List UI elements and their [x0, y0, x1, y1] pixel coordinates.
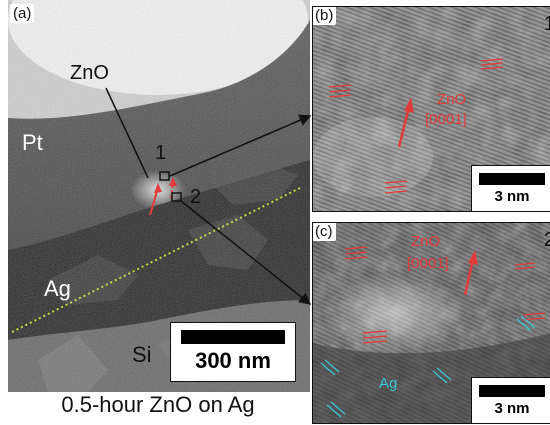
lattice-marks-c-cyan: [320, 315, 536, 418]
pt-label: Pt: [22, 130, 43, 155]
scale-bar-b: 3 nm: [471, 165, 550, 211]
panel-c-label: (c): [313, 223, 336, 241]
scale-bar-a-label: 300 nm: [195, 348, 271, 373]
tem-overview-panel: (a) ZnO Pt Ag Si 1 2 300 nm: [8, 0, 310, 392]
zno-label-c: ZnO: [411, 233, 441, 250]
lattice-marks-b: [328, 58, 504, 194]
interface-line: [11, 187, 301, 333]
zno-direction-c: [0001]: [407, 255, 449, 272]
hrtem-panel-c: (c) 2 ZnO [0001] Ag 3 nm: [312, 222, 550, 424]
panel-b-label: (b): [313, 7, 337, 25]
panel-c-corner-number: 2: [544, 229, 550, 252]
figure-caption: 0.5-hour ZnO on Ag: [61, 392, 255, 417]
zno-label: ZnO: [70, 62, 109, 84]
hrtem-panel-b: (b) 1 ZnO [0001] 3 nm: [312, 6, 550, 212]
panel-a-label: (a): [10, 4, 35, 23]
ag-label-c: Ag: [379, 375, 398, 392]
region-box-2: [171, 192, 182, 202]
zno-direction-arrow-b: [397, 106, 411, 148]
ag-label: Ag: [44, 276, 71, 301]
zno-label-b: ZnO: [437, 91, 467, 108]
scale-bar-c: 3 nm: [471, 377, 550, 423]
zno-direction-arrow-c: [463, 258, 475, 296]
si-label: Si: [132, 342, 152, 367]
lattice-marks-c-red: [344, 246, 546, 344]
scale-bar-c-bar: [479, 385, 545, 397]
point-label-1: 1: [155, 142, 167, 164]
scale-bar-b-bar: [479, 173, 545, 185]
scale-bar-c-label: 3 nm: [494, 400, 530, 417]
zno-direction-b: [0001]: [425, 111, 467, 128]
scale-bar-b-label: 3 nm: [494, 188, 530, 205]
region-box-1: [159, 171, 170, 181]
panel-b-corner-number: 1: [544, 13, 550, 36]
scale-bar-a: 300 nm: [170, 322, 296, 382]
scale-bar-a-bar: [181, 330, 285, 344]
zno-pointer-line: [105, 87, 149, 179]
point-label-2: 2: [190, 186, 202, 208]
